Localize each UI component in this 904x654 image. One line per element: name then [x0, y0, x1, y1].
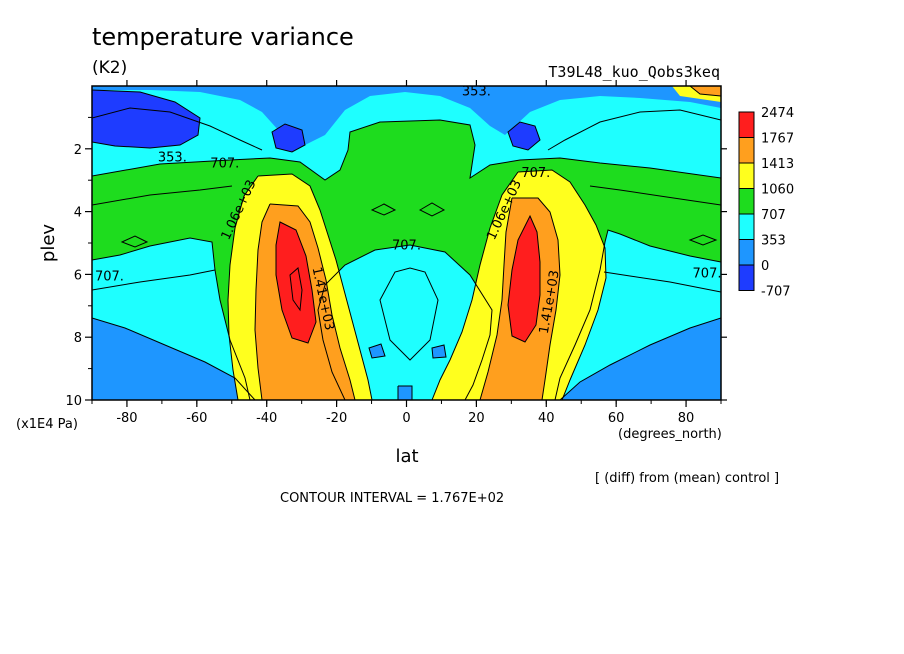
y-tick-label: 10 — [65, 394, 82, 409]
contour-label: 707. — [95, 270, 124, 285]
colorbar-label: 1767 — [761, 132, 794, 147]
colorbar-label: 707 — [761, 208, 786, 223]
band-1767-2474-left — [276, 222, 316, 343]
y-axis-units: (x1E4 Pa) — [16, 417, 78, 432]
y-tick-label: 2 — [74, 143, 82, 158]
colorbar-swatch — [738, 239, 755, 266]
y-tick-label: 4 — [74, 206, 82, 221]
band-0-353-top — [92, 86, 721, 145]
contour-label: 707. — [392, 238, 421, 253]
contour-label: 353. — [462, 84, 491, 99]
units-label: (K2) — [92, 58, 127, 78]
x-axis-label: lat — [395, 446, 418, 467]
colorbar-swatch — [738, 264, 755, 291]
x-tick-label: 80 — [678, 411, 695, 426]
x-tick-label: -40 — [256, 411, 277, 426]
colorbar-label: 1060 — [761, 183, 794, 198]
contour-label: 353. — [158, 150, 187, 165]
y-tick-label: 6 — [74, 268, 82, 283]
y-tick-label: 8 — [74, 331, 82, 346]
band-0-353-br — [560, 318, 721, 400]
colorbar-swatch — [738, 162, 755, 189]
colorbar-label: 2474 — [761, 106, 794, 121]
x-tick-label: 40 — [538, 411, 555, 426]
x-axis: -80 -60 -40 -20 0 20 40 60 80 — [91, 80, 722, 426]
chart-title: temperature variance — [92, 23, 354, 51]
band-neg-rspot — [508, 122, 540, 150]
band-neg-lspot — [272, 124, 305, 152]
contour-label: 707. — [210, 157, 239, 172]
colorbar-label: 353 — [761, 234, 786, 249]
colorbar: 2474 1767 1413 1060 707 353 0 -707 — [738, 106, 794, 300]
contour-field — [92, 86, 721, 400]
y-axis-label: plev — [38, 224, 59, 263]
contour-lines — [92, 86, 721, 400]
y-axis: 2 4 6 8 10 — [65, 116, 727, 409]
colorbar-swatch — [738, 111, 755, 138]
band-1767-2474-right — [508, 216, 540, 342]
footer-note: [ (diff) from (mean) control ] — [595, 471, 779, 486]
colorbar-swatch — [738, 188, 755, 215]
band-top-right-yellow — [672, 86, 721, 102]
x-tick-label: -80 — [116, 411, 137, 426]
band-0-353-cb — [398, 386, 412, 400]
contour-label: 707. — [693, 267, 722, 282]
band-top-right-orange — [690, 86, 721, 96]
x-tick-label: 60 — [608, 411, 625, 426]
colorbar-swatch — [738, 137, 755, 164]
x-tick-label: 20 — [468, 411, 485, 426]
x-tick-label: -20 — [326, 411, 347, 426]
band-neg-left — [92, 90, 200, 148]
band-0-353-cr — [432, 345, 446, 358]
colorbar-swatch — [738, 213, 755, 240]
band-0-353-bl — [92, 318, 255, 400]
colorbar-label: -707 — [761, 285, 791, 300]
band-0-353-cl — [369, 344, 385, 358]
contour-interval: CONTOUR INTERVAL = 1.767E+02 — [280, 491, 504, 506]
colorbar-label: 0 — [761, 259, 769, 274]
contour-label: 707. — [521, 166, 550, 181]
x-tick-label: -60 — [186, 411, 207, 426]
x-tick-label: 0 — [402, 411, 410, 426]
colorbar-label: 1413 — [761, 157, 794, 172]
x-axis-units: (degrees_north) — [618, 427, 722, 442]
run-label: T39L48_kuo_Qobs3keq — [548, 63, 720, 81]
